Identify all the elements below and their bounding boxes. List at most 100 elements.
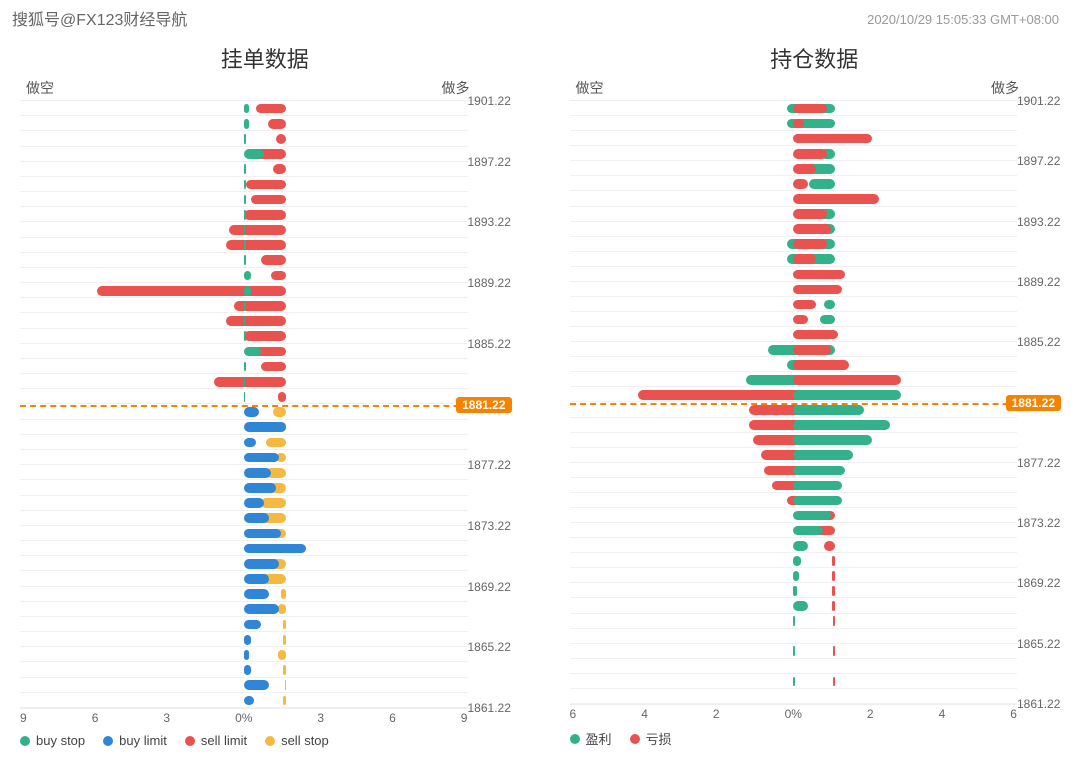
- legend-label: buy stop: [36, 733, 85, 748]
- left-bar-right: [244, 529, 281, 539]
- right-bar-right: [793, 450, 853, 460]
- right-x-tick: 2: [867, 707, 874, 721]
- left-row: [20, 359, 510, 374]
- left-bar-right: [244, 164, 246, 174]
- left-row: [20, 526, 510, 541]
- left-row: [20, 496, 510, 511]
- left-bar-right: [244, 574, 269, 584]
- left-row: [20, 678, 510, 693]
- right-y-tick: 1865.22: [1017, 637, 1059, 651]
- watermark-text: 搜狐号@FX123财经导航: [12, 6, 187, 30]
- left-bar-right: [244, 149, 264, 159]
- left-bar-right: [244, 513, 269, 523]
- left-bar-right: [244, 604, 279, 614]
- right-bar-left: [833, 616, 835, 626]
- left-bar-left: [283, 620, 285, 630]
- right-legend-item: 亏损: [630, 729, 672, 748]
- left-row: [20, 131, 510, 146]
- right-bar-right: [793, 239, 827, 249]
- left-row: [20, 207, 510, 222]
- left-row: [20, 662, 510, 677]
- right-row: [570, 403, 1060, 418]
- left-x-tick: 0%: [235, 711, 252, 725]
- left-legend: buy stopbuy limitsell limitsell stop: [20, 733, 510, 748]
- right-bar-right: [793, 285, 841, 295]
- left-bar-left: [229, 225, 286, 235]
- left-bar-right: [244, 498, 264, 508]
- left-bar-right: [244, 680, 269, 690]
- right-y-tick: 1869.22: [1017, 576, 1059, 590]
- right-row: [570, 568, 1060, 583]
- left-bar-left: [246, 180, 286, 190]
- right-x-tick: 4: [641, 707, 648, 721]
- left-row: [20, 238, 510, 253]
- left-bar-right: [244, 195, 246, 205]
- right-row: [570, 237, 1060, 252]
- left-axis-top: 做空 做多: [20, 78, 510, 98]
- right-bar-right: [793, 677, 795, 687]
- right-bar-left: [832, 601, 836, 611]
- right-row: [570, 418, 1060, 433]
- left-bar-right: [244, 240, 246, 250]
- right-x-tick: 2: [713, 707, 720, 721]
- right-bar-right: [793, 420, 890, 430]
- left-bar-left: [281, 589, 286, 599]
- left-row: [20, 268, 510, 283]
- legend-dot-icon: [265, 736, 275, 746]
- left-bar-left: [261, 362, 286, 372]
- right-row: [570, 282, 1060, 297]
- right-row: [570, 538, 1060, 553]
- left-bar-right: [244, 286, 251, 296]
- left-bar-left: [226, 316, 286, 326]
- right-bar-right: [793, 315, 808, 325]
- left-row: [20, 632, 510, 647]
- right-x-tick: 0%: [785, 707, 802, 721]
- left-y-tick: 1885.22: [468, 337, 510, 351]
- right-row: [570, 433, 1060, 448]
- left-y-tick: 1893.22: [468, 215, 510, 229]
- left-bar-left: [256, 104, 286, 114]
- right-bar-left: [809, 179, 835, 189]
- right-bar-right: [793, 646, 795, 656]
- left-x-tick: 9: [461, 711, 468, 725]
- right-bar-right: [793, 330, 838, 340]
- left-bar-right: [244, 438, 256, 448]
- left-bar-right: [244, 589, 269, 599]
- right-bar-left: [820, 315, 835, 325]
- left-row: [20, 617, 510, 632]
- right-bar-left: [832, 586, 836, 596]
- left-y-tick: 1865.22: [468, 640, 510, 654]
- left-bar-left: [226, 240, 286, 250]
- left-bar-right: [244, 210, 246, 220]
- left-row: [20, 177, 510, 192]
- left-bar-left: [261, 498, 286, 508]
- left-bar-right: [244, 255, 246, 265]
- right-row: [570, 478, 1060, 493]
- legend-dot-icon: [630, 734, 640, 744]
- left-row: [20, 480, 510, 495]
- left-bar-right: [244, 453, 279, 463]
- right-bar-right: [793, 556, 800, 566]
- left-bar-right: [244, 696, 254, 706]
- left-bar-right: [244, 119, 249, 129]
- left-bar-left: [261, 255, 286, 265]
- right-bar-right: [793, 390, 901, 400]
- left-legend-item: buy stop: [20, 733, 85, 748]
- right-bar-right: [793, 526, 823, 536]
- right-bar-right: [793, 194, 879, 204]
- left-bar-right: [244, 225, 245, 235]
- left-bar-left: [214, 377, 286, 387]
- left-price-badge: 1881.22: [456, 397, 511, 413]
- right-row: [570, 267, 1060, 282]
- left-x-tick: 3: [163, 711, 170, 725]
- legend-label: buy limit: [119, 733, 167, 748]
- left-row: [20, 541, 510, 556]
- right-bar-right: [793, 134, 871, 144]
- left-row: [20, 693, 510, 708]
- left-y-tick: 1873.22: [468, 519, 510, 533]
- left-bar-left: [283, 635, 285, 645]
- left-bar-right: [244, 104, 249, 114]
- right-row: [570, 659, 1060, 674]
- left-legend-item: sell limit: [185, 733, 247, 748]
- left-y-tick: 1869.22: [468, 580, 510, 594]
